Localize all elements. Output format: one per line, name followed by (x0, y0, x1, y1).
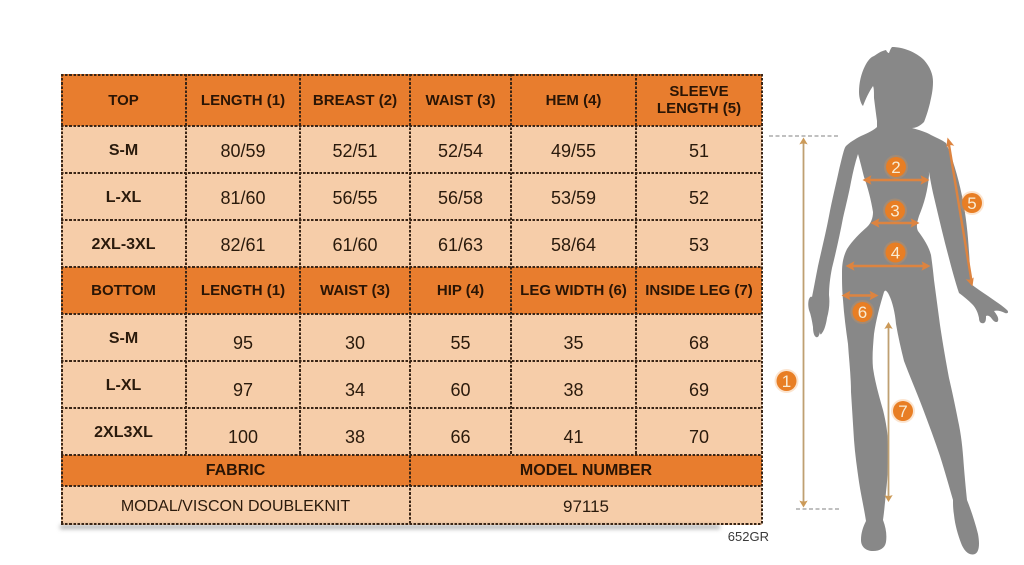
svg-text:7: 7 (898, 402, 907, 421)
svg-text:1: 1 (782, 372, 791, 391)
svg-text:4: 4 (891, 244, 900, 263)
svg-text:2: 2 (891, 158, 900, 177)
svg-text:6: 6 (858, 303, 867, 322)
svg-text:5: 5 (967, 194, 976, 213)
svg-text:3: 3 (890, 202, 899, 221)
